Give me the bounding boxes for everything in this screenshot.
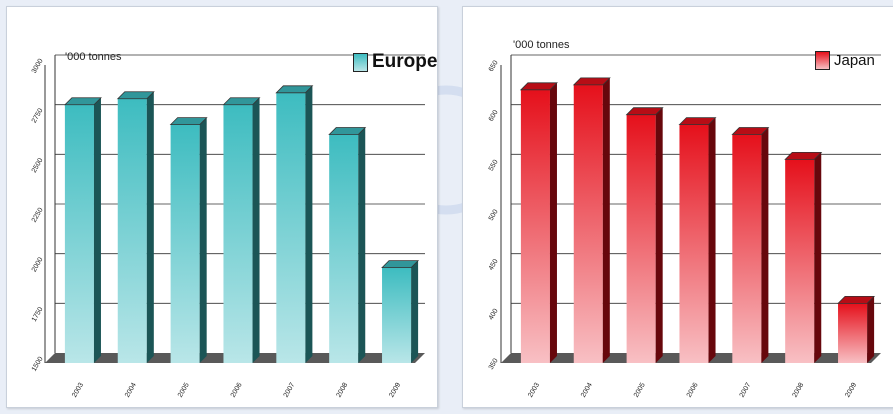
bar-side xyxy=(708,117,716,363)
y-tick-label: 650 xyxy=(488,59,500,73)
y-tick-label: 2750 xyxy=(31,107,45,124)
bar-front xyxy=(626,114,656,364)
y-tick-label: 350 xyxy=(488,357,500,371)
bar-top xyxy=(678,117,717,125)
bar-front xyxy=(64,104,94,363)
bar-front xyxy=(117,98,147,364)
y-tick-label: 2000 xyxy=(31,256,45,273)
y-tick-label: 500 xyxy=(488,208,500,222)
bar-side xyxy=(93,97,101,363)
bar-front xyxy=(276,92,306,364)
bar-2007 xyxy=(275,85,314,364)
bar-top xyxy=(519,82,558,91)
bar-side xyxy=(814,152,822,363)
chart-panel-japan: 350 400 450 500 550 600 650 2003 2004 2005 2006 200… xyxy=(462,6,893,408)
x-tick-label: 2006 xyxy=(686,382,700,399)
bar-top xyxy=(625,107,664,116)
chart-japan: 350 400 450 500 550 600 650 2003 2004 2005 2006 200… xyxy=(488,54,881,399)
y-tick-label: 1750 xyxy=(31,306,45,323)
bar-side xyxy=(867,296,875,363)
x-tick-label: 2009 xyxy=(388,382,402,399)
x-tick-label: 2007 xyxy=(283,382,297,399)
bar-top xyxy=(731,127,770,135)
x-tick-label: 2009 xyxy=(844,382,858,399)
bar-front xyxy=(679,124,709,363)
bar-side xyxy=(411,260,419,363)
x-tick-label: 2008 xyxy=(791,382,805,399)
bar-side xyxy=(358,127,366,364)
bar-front xyxy=(838,303,868,363)
bar-side xyxy=(761,127,769,364)
y-tick-label: 2500 xyxy=(31,157,45,174)
x-tick-label: 2007 xyxy=(739,382,753,399)
bar-front xyxy=(223,104,253,363)
bar-2008 xyxy=(784,151,823,363)
bar-2009 xyxy=(381,260,420,363)
bar-2004 xyxy=(572,77,611,363)
x-tick-label: 2005 xyxy=(177,382,191,399)
bar-2006 xyxy=(222,97,261,363)
bar-front xyxy=(785,159,815,363)
bar-side xyxy=(146,91,154,364)
bar-side xyxy=(199,117,207,363)
bar-top xyxy=(837,295,876,304)
bar-front xyxy=(329,134,359,363)
chart-panel-europe: 1500 1750 2000 2250 2500 2750 3000 2003 2004 2005… xyxy=(6,6,438,408)
bar-top xyxy=(222,97,261,106)
x-tick-label: 2006 xyxy=(230,382,244,399)
bar-front xyxy=(382,267,412,363)
x-tick-label: 2003 xyxy=(71,382,85,399)
bar-2009 xyxy=(837,295,876,363)
y-tick-label: 1500 xyxy=(31,356,45,373)
bar-2003 xyxy=(63,97,102,363)
bar-2005 xyxy=(169,117,208,363)
bar-front xyxy=(170,124,200,363)
y-tick-label: 400 xyxy=(488,308,500,322)
bar-top xyxy=(169,117,208,125)
bar-top xyxy=(572,77,611,86)
bar-2004 xyxy=(116,91,155,364)
unit-label: '000 tonnes xyxy=(65,51,122,63)
bar-side xyxy=(252,97,260,363)
x-tick-label: 2004 xyxy=(580,382,594,399)
bar-top xyxy=(275,85,314,94)
legend-label: Europe xyxy=(372,51,438,72)
bar-side xyxy=(549,82,557,363)
bar-side xyxy=(602,77,610,363)
bar-top xyxy=(63,97,102,106)
bar-2007 xyxy=(731,127,770,364)
legend: Japan xyxy=(815,51,875,70)
x-tick-label: 2008 xyxy=(335,382,349,399)
bar-2005 xyxy=(625,107,664,364)
y-tick-label: 600 xyxy=(488,109,500,123)
bar-side xyxy=(655,107,663,364)
x-tick-label: 2003 xyxy=(527,382,541,399)
unit-label: '000 tonnes xyxy=(513,39,570,51)
bar-front xyxy=(732,134,762,363)
bar-2003 xyxy=(519,82,558,363)
bar-top xyxy=(116,91,155,100)
chart-europe: 1500 1750 2000 2250 2500 2750 3000 2003 2004 2005… xyxy=(31,54,425,399)
bar-side xyxy=(305,85,313,364)
y-tick-label: 2250 xyxy=(31,207,45,224)
legend-label: Japan xyxy=(834,52,875,69)
legend-swatch xyxy=(815,51,830,70)
bar-2006 xyxy=(678,117,717,363)
x-tick-label: 2004 xyxy=(124,382,138,399)
bar-front xyxy=(520,89,550,363)
bar-top xyxy=(784,151,823,160)
bar-top xyxy=(381,260,420,269)
y-tick-label: 550 xyxy=(488,159,500,173)
legend: Europe xyxy=(353,51,437,73)
bar-front xyxy=(573,84,603,363)
y-tick-label: 3000 xyxy=(31,58,45,75)
legend-swatch xyxy=(353,52,368,72)
bar-2008 xyxy=(328,127,367,364)
x-tick-label: 2005 xyxy=(633,382,647,399)
y-tick-label: 450 xyxy=(488,258,500,272)
bar-top xyxy=(328,127,367,135)
